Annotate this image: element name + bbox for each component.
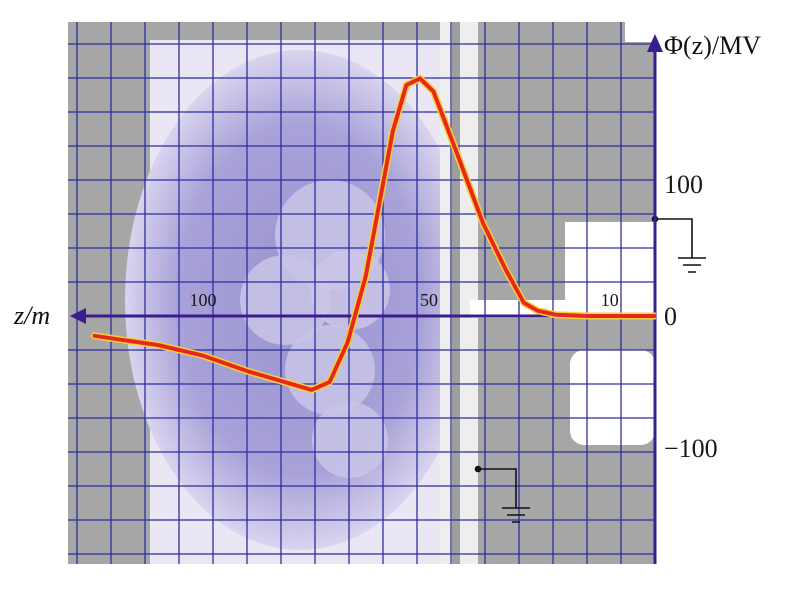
x-tick-labels: 100 50 10: [190, 290, 619, 310]
y-axis-arrow: [647, 34, 663, 52]
y-tick-labels: 100 0 −100: [664, 170, 718, 463]
x-tick-label-10: 10: [601, 290, 619, 310]
x-tick-label-100: 100: [190, 290, 217, 310]
y-tick-label-2: −100: [664, 434, 718, 463]
ground-symbol-lower: [474, 465, 530, 523]
x-axis-title: z/m: [13, 301, 50, 330]
y-axis-title: Φ(z)/MV: [664, 31, 761, 60]
curve-line: [92, 76, 656, 392]
x-axis-arrow: [70, 308, 86, 324]
y-tick-label-1: 0: [664, 302, 677, 331]
x-tick-label-50: 50: [420, 290, 438, 310]
series-curve: [91, 74, 656, 394]
y-tick-label-0: 100: [664, 170, 703, 199]
ground-symbol-upper: [651, 215, 706, 273]
